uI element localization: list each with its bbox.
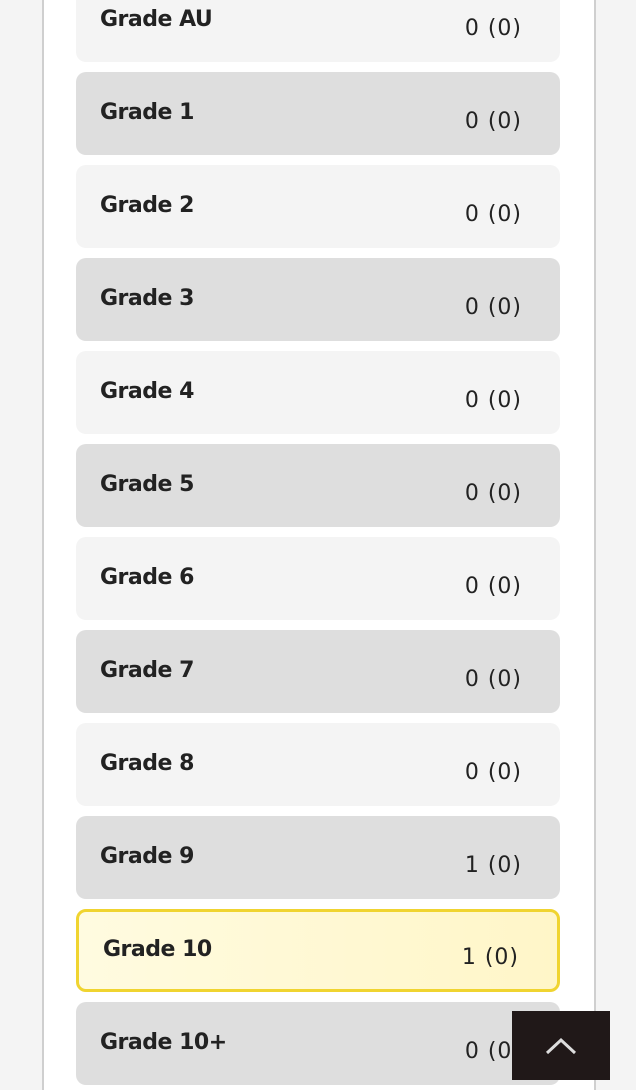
grade-label: Grade 10+ — [100, 1030, 227, 1055]
grade-count: 0 (0) — [464, 388, 522, 413]
grade-row[interactable]: Grade 3 0 (0) — [76, 258, 560, 341]
grade-row[interactable]: Grade 10 1 (0) — [76, 909, 560, 992]
grade-row[interactable]: Grade 8 0 (0) — [76, 723, 560, 806]
grade-label: Grade 7 — [100, 658, 194, 683]
grade-label: Grade 8 — [100, 751, 194, 776]
grade-count: 0 (0) — [464, 574, 522, 599]
chevron-up-icon — [545, 1037, 577, 1054]
grade-count: 0 (0) — [464, 295, 522, 320]
grade-count: 0 (0) — [464, 481, 522, 506]
grade-count: 0 (0) — [464, 202, 522, 227]
grade-label: Grade 10 — [103, 937, 212, 962]
grade-label: Grade 3 — [100, 286, 194, 311]
grade-label: Grade 4 — [100, 379, 194, 404]
grade-row[interactable]: Grade 7 0 (0) — [76, 630, 560, 713]
grade-count: 0 (0) — [464, 109, 522, 134]
grade-row[interactable]: Grade 10+ 0 (0) — [76, 1002, 560, 1085]
grade-row[interactable]: Grade 6 0 (0) — [76, 537, 560, 620]
grade-label: Grade 2 — [100, 193, 194, 218]
grade-label: Grade 1 — [100, 100, 194, 125]
grade-row[interactable]: Grade 5 0 (0) — [76, 444, 560, 527]
grade-count: 0 (0) — [464, 16, 522, 41]
grade-row[interactable]: Grade AU 0 (0) — [76, 0, 560, 62]
back-to-top-button[interactable] — [512, 1011, 610, 1080]
grade-row[interactable]: Grade 4 0 (0) — [76, 351, 560, 434]
grade-count: 1 (0) — [464, 853, 522, 878]
grade-label: Grade 9 — [100, 844, 194, 869]
grade-count: 1 (0) — [461, 945, 519, 970]
grade-count: 0 (0) — [464, 667, 522, 692]
grade-label: Grade 6 — [100, 565, 194, 590]
grade-count: 0 (0) — [464, 760, 522, 785]
grade-row[interactable]: Grade 9 1 (0) — [76, 816, 560, 899]
grade-row[interactable]: Grade 2 0 (0) — [76, 165, 560, 248]
grade-row[interactable]: Grade 1 0 (0) — [76, 72, 560, 155]
grade-count: 0 (0) — [464, 1039, 522, 1064]
grade-label: Grade 5 — [100, 472, 194, 497]
grade-label: Grade AU — [100, 7, 213, 32]
